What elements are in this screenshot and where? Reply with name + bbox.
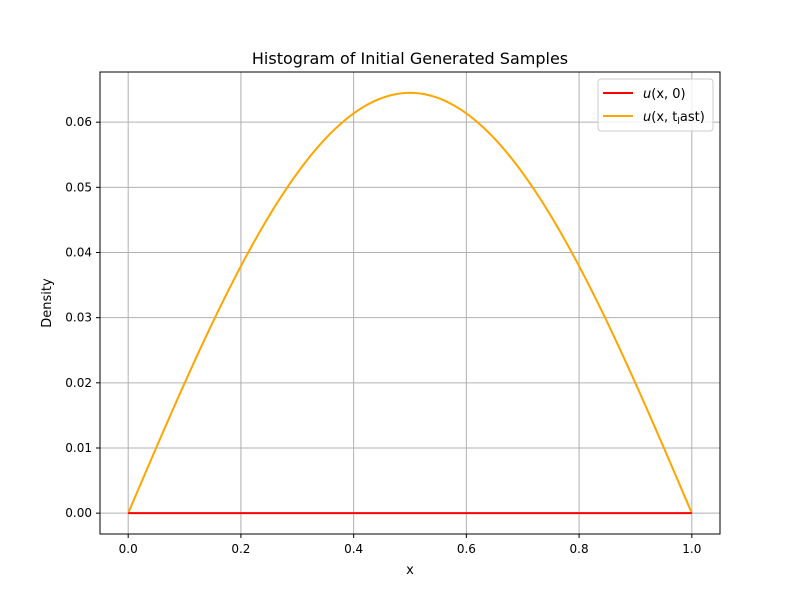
legend-label-u0-args: (x, 0) xyxy=(651,87,685,102)
x-tick-label: 0.4 xyxy=(344,542,363,556)
legend-label-ulast-sub: l xyxy=(677,117,680,127)
series-line-u-x-t-last- xyxy=(127,91,693,514)
y-tick-label: 0.05 xyxy=(65,180,92,194)
x-tick-label: 0.6 xyxy=(457,542,476,556)
ticks: 0.0 0.2 0.4 0.6 0.8 1.0 0.00 0.01 0.02 0.03 0.04 0.… xyxy=(65,115,701,556)
plot-area-frame xyxy=(99,71,721,535)
x-tick-label: 0.0 xyxy=(119,542,138,556)
legend-label-u0-fn: u xyxy=(643,87,651,102)
legend-label-u0: u(x, 0) xyxy=(643,87,686,102)
y-axis-label: Density xyxy=(40,278,55,328)
chart-title: Histogram of Initial Generated Samples xyxy=(252,49,568,68)
y-tick-label: 0.01 xyxy=(65,441,92,455)
legend-label-ulast: u(x, tlast) xyxy=(643,110,705,127)
y-tick-label: 0.02 xyxy=(65,376,92,390)
legend-label-ulast-args-pre: (x, t xyxy=(651,110,677,125)
y-tick-label: 0.03 xyxy=(65,311,92,325)
y-tick-label: 0.04 xyxy=(65,245,92,259)
y-tick-label: 0.00 xyxy=(65,506,92,520)
x-tick-label: 0.8 xyxy=(570,542,589,556)
legend-label-ulast-fn: u xyxy=(643,110,651,125)
legend: u(x, 0) u(x, tlast) xyxy=(597,78,714,132)
x-axis-label: x xyxy=(406,563,414,578)
y-tick-label: 0.06 xyxy=(65,115,92,129)
x-tick-label: 0.2 xyxy=(231,542,250,556)
legend-label-ulast-args-post: ast) xyxy=(680,110,705,125)
x-tick-label: 1.0 xyxy=(682,542,701,556)
grid xyxy=(100,72,720,534)
series-group xyxy=(127,91,693,515)
